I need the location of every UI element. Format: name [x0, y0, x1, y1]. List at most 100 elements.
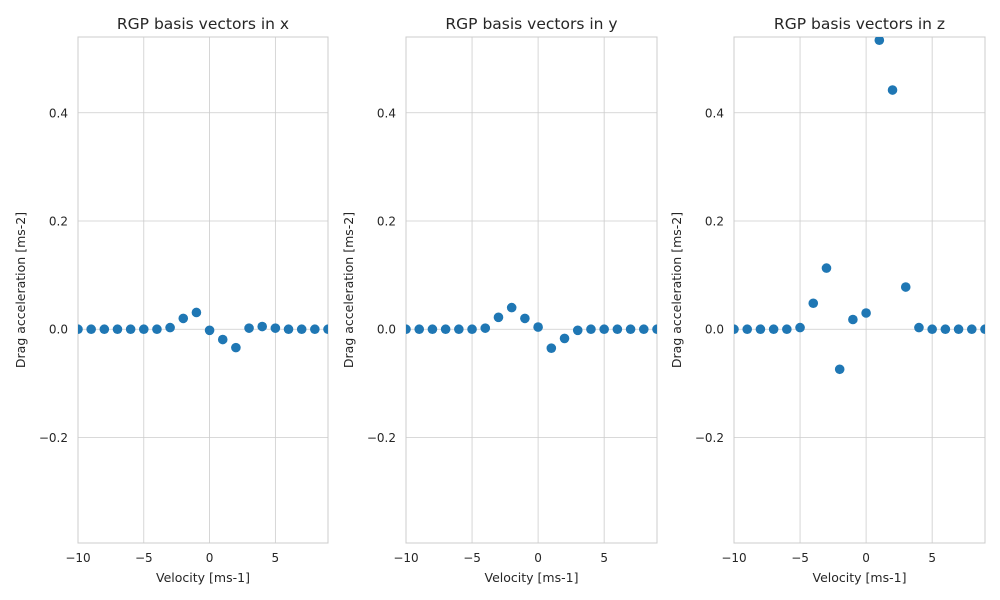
data-point: [612, 324, 623, 335]
x-tick-label: 0: [206, 551, 214, 565]
data-point: [454, 324, 464, 335]
data-point: [414, 324, 425, 335]
data-point: [966, 324, 977, 335]
data-point: [493, 312, 504, 323]
data-point: [980, 324, 985, 335]
data-point: [217, 334, 228, 345]
axes-frame: [733, 36, 986, 544]
data-point: [559, 333, 570, 344]
data-point: [638, 324, 649, 335]
data-point: [257, 321, 268, 332]
x-tick-label: 0: [534, 551, 542, 565]
data-point: [821, 263, 832, 273]
data-point: [900, 282, 911, 292]
data-point: [953, 324, 964, 335]
y-axis-label: Drag acceleration [ms-2]: [669, 212, 684, 368]
scatter-series: [734, 37, 985, 375]
axes-frame: [77, 36, 329, 544]
data-point: [795, 322, 805, 333]
data-point: [191, 307, 202, 318]
y-tick-label: −0.2: [695, 431, 724, 445]
scatter-series: [78, 307, 328, 353]
x-tick-label: −5: [463, 551, 481, 565]
data-point: [86, 324, 96, 335]
y-tick-label: 0.4: [705, 106, 724, 120]
data-point: [125, 324, 136, 335]
data-point: [440, 324, 451, 335]
x-tick-label: 5: [928, 551, 936, 565]
x-tick-label: −10: [65, 551, 90, 565]
data-point: [808, 298, 819, 309]
data-point: [848, 314, 858, 325]
data-point: [406, 324, 411, 335]
data-point: [940, 324, 951, 335]
y-tick-label: 0.2: [49, 215, 68, 229]
data-point: [927, 324, 937, 335]
data-point: [742, 324, 753, 335]
y-axis-label: Drag acceleration [ms-2]: [13, 212, 28, 368]
chart-title: RGP basis vectors in y: [445, 15, 617, 33]
x-tick-label: 0: [862, 551, 870, 565]
data-point: [244, 323, 254, 333]
scatter-series: [406, 302, 657, 353]
y-tick-label: 0.0: [705, 323, 724, 337]
data-point: [734, 324, 739, 335]
data-point: [599, 324, 609, 335]
plot-area: [406, 37, 657, 543]
chart-title: RGP basis vectors in z: [774, 15, 945, 33]
data-point: [112, 324, 123, 335]
y-tick-label: 0.2: [377, 215, 396, 229]
chart-title: RGP basis vectors in x: [117, 15, 289, 33]
data-point: [99, 324, 110, 335]
data-point: [520, 313, 530, 324]
data-point: [914, 322, 924, 333]
x-tick-label: 5: [272, 551, 280, 565]
subplot-2: −10 −5 0 5 −0.2 0.0 0.2 0.4 RGP basis vectors in…: [341, 15, 658, 585]
y-tick-label: 0.2: [705, 215, 724, 229]
y-tick-label: 0.4: [49, 106, 68, 120]
subplot-1: −10 −5 0 5 −0.2 0.0 0.2 0.4 RGP basis vectors in…: [13, 15, 329, 585]
data-point: [296, 324, 307, 335]
y-tick-label: 0.4: [377, 106, 396, 120]
data-point: [204, 325, 215, 336]
data-point: [782, 324, 792, 335]
data-point: [310, 324, 320, 335]
y-tick-label: −0.2: [39, 431, 68, 445]
x-tick-label: −10: [721, 551, 746, 565]
data-point: [138, 324, 149, 335]
x-tick-label: −10: [393, 551, 418, 565]
data-point: [887, 85, 898, 95]
data-point: [323, 324, 328, 335]
data-point: [506, 302, 517, 313]
data-point: [533, 322, 543, 332]
y-tick-label: 0.0: [49, 323, 68, 337]
data-point: [625, 324, 636, 335]
plot-area: [734, 37, 985, 543]
y-tick-label: −0.2: [367, 431, 396, 445]
x-axis-label: Velocity [ms-1]: [156, 570, 250, 585]
data-point: [231, 342, 241, 353]
data-point: [652, 324, 657, 335]
axes-frame: [405, 36, 658, 544]
x-tick-label: 5: [600, 551, 608, 565]
data-point: [586, 324, 596, 335]
data-point: [874, 37, 885, 46]
x-axis-label: Velocity [ms-1]: [813, 570, 907, 585]
data-point: [572, 325, 583, 336]
data-point: [480, 323, 491, 333]
y-axis-label: Drag acceleration [ms-2]: [341, 212, 356, 368]
data-point: [270, 323, 281, 333]
x-tick-label: −5: [135, 551, 153, 565]
y-tick-label: 0.0: [377, 323, 396, 337]
data-point: [834, 364, 845, 375]
data-point: [546, 343, 557, 353]
data-point: [165, 322, 175, 333]
subplot-3: −10 −5 0 5 −0.2 0.0 0.2 0.4 RGP basis vectors in…: [669, 15, 986, 585]
data-point: [427, 324, 438, 335]
data-point: [78, 324, 83, 335]
data-point: [861, 308, 871, 318]
data-point: [152, 324, 162, 335]
data-point: [768, 324, 779, 335]
plot-area: [78, 37, 328, 543]
